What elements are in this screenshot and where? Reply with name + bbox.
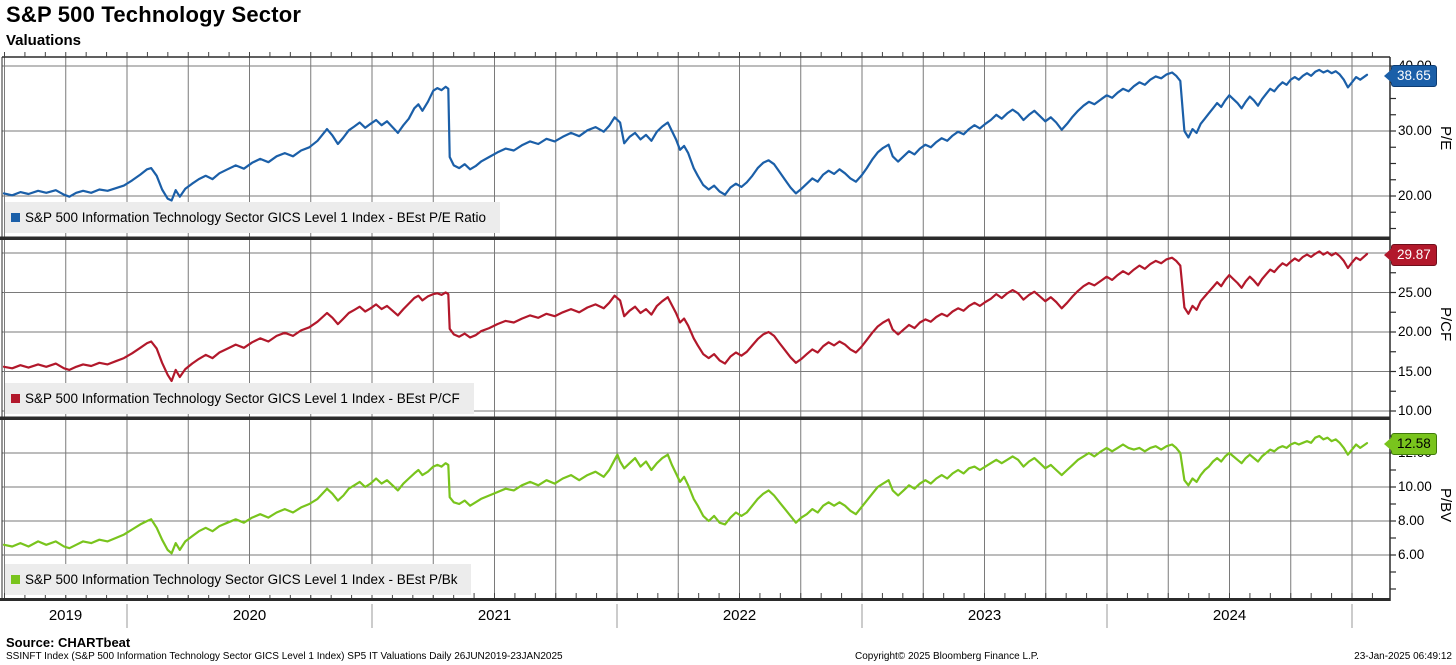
y-axis-tick-label: 8.00 [1398,513,1425,528]
y-axis-title-pbv: P/BV [1437,487,1454,522]
legend-label: S&P 500 Information Technology Sector GI… [25,210,486,225]
source-label: Source: CHARTbeat [6,635,131,650]
legend-pe: S&P 500 Information Technology Sector GI… [5,202,500,233]
x-axis-year-label: 2021 [477,607,512,624]
page-subtitle: Valuations [6,32,82,49]
x-axis-year-label: 2022 [722,607,757,624]
legend-label: S&P 500 Information Technology Sector GI… [25,572,458,587]
panel-separator [0,416,1390,420]
footer-description: SSINFT Index (S&P 500 Information Techno… [6,651,563,662]
x-axis-year-label: 2020 [232,607,267,624]
legend-swatch-blue-icon [11,213,20,222]
x-axis-year-label: 2023 [967,607,1002,624]
footer-copyright: Copyright© 2025 Bloomberg Finance L.P. [855,651,1039,662]
y-axis-tick-label: 20.00 [1398,188,1432,203]
series-line-p-cf [2,250,1369,383]
y-axis-tick-label: 25.00 [1398,284,1432,300]
series-line-p-bv [2,434,1369,555]
last-value-badge-pe: 38.65 [1384,64,1437,87]
x-axis-line [0,598,1390,601]
legend-swatch-green-icon [11,575,20,584]
badge-value: 12.58 [1397,436,1431,452]
last-value-badge-pbv: 12.58 [1384,433,1437,456]
panel-separator [0,236,1390,240]
footer-timestamp: 23-Jan-2025 06:49:12 [1354,651,1452,662]
y-axis-tick-label: 20.00 [1398,324,1432,339]
x-axis-year-label: 2024 [1212,607,1247,624]
legend-pbk: S&P 500 Information Technology Sector GI… [5,564,472,595]
last-value-badge-pcf: 29.87 [1384,244,1437,267]
x-axis-year-label: 2019 [48,607,83,624]
badge-value: 38.65 [1397,67,1431,83]
legend-swatch-red-icon [11,394,20,403]
legend-pcf: S&P 500 Information Technology Sector GI… [5,383,474,414]
badge-arrow-icon [1384,248,1392,263]
y-axis-title-pe: P/E [1437,125,1454,150]
y-axis-tick-label: 10.00 [1398,479,1432,494]
y-axis-tick-label: 6.00 [1398,547,1425,562]
badge-arrow-icon [1384,68,1392,83]
legend-label: S&P 500 Information Technology Sector GI… [25,391,460,406]
y-axis-tick-label: 15.00 [1398,363,1432,379]
badge-arrow-icon [1384,437,1392,452]
series-line-p-e [2,68,1369,202]
y-axis-title-pcf: P/CF [1437,306,1454,341]
page-title: S&P 500 Technology Sector [6,2,302,27]
y-axis-tick-label: 30.00 [1398,123,1432,138]
y-axis-tick-label: 10.00 [1398,403,1432,418]
badge-value: 29.87 [1397,247,1431,263]
